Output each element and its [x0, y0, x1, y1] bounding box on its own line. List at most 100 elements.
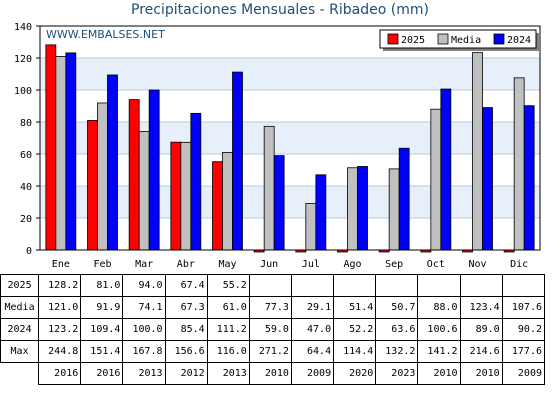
table-cell: 107.6	[501, 296, 546, 319]
table-cell: 177.6	[501, 340, 546, 363]
bar-2024-abr	[190, 112, 202, 251]
x-tick-label: Ago	[343, 259, 361, 270]
bar-2024-ene	[65, 52, 77, 251]
table-cell: 100.0	[122, 318, 166, 341]
table-cell: 63.6	[375, 318, 419, 341]
legend-label-media: Media	[451, 35, 481, 46]
table-cell: 244.8	[38, 340, 82, 363]
row-label: 2024	[0, 318, 40, 341]
x-tick-label: Nov	[468, 259, 486, 270]
y-tick-label: 40	[20, 182, 32, 193]
bar-2025-mar	[128, 99, 140, 251]
table-cell: 2010	[417, 362, 461, 385]
table-cell: 2016	[38, 362, 82, 385]
table-cell: 2010	[459, 362, 503, 385]
table-cell: 128.2	[38, 274, 82, 297]
data-table: 2025 128.2 81.0 94.0 67.4 55.2 Media 121.0 91.9 7…	[0, 274, 546, 385]
background-band	[40, 122, 540, 154]
table-cell: 51.4	[333, 296, 377, 319]
bar-2024-sep	[398, 147, 410, 251]
table-row: 2016 2016 2013 2012 2013 2010 2009 2020 2023 2010…	[0, 362, 546, 385]
y-tick-label: 20	[20, 214, 32, 225]
table-cell: 123.4	[459, 296, 503, 319]
bar-2025-feb	[87, 120, 98, 251]
plot-frame	[39, 25, 541, 251]
table-cell: 94.0	[122, 274, 166, 297]
background-band	[40, 90, 540, 122]
bar-media-feb	[97, 102, 108, 251]
bar-media-ago	[347, 167, 358, 251]
bar-2024-jul	[315, 174, 327, 251]
table-cell: 77.3	[248, 296, 292, 319]
table-cell: 74.1	[122, 296, 166, 319]
table-cell: 61.0	[206, 296, 250, 319]
table-row: Media 121.0 91.9 74.1 67.3 61.0 77.3 29.1 51.4 50…	[0, 296, 546, 319]
bar-2024-mar	[148, 89, 160, 251]
table-cell: 88.0	[417, 296, 461, 319]
bar-media-jul	[305, 203, 317, 251]
x-tick-label: Abr	[177, 259, 195, 270]
y-tick-label: 0	[26, 246, 32, 257]
table-cell: 2023	[375, 362, 419, 385]
table-cell	[290, 274, 335, 297]
bar-2024-nov	[482, 107, 493, 251]
x-tick-label: Feb	[93, 259, 111, 270]
row-label	[0, 362, 40, 385]
bar-2024-oct	[440, 88, 452, 251]
background-band	[40, 154, 540, 186]
table-cell	[417, 274, 461, 297]
table-cell: 2013	[122, 362, 166, 385]
table-cell: 271.2	[248, 340, 292, 363]
table-cell	[501, 274, 546, 297]
table-cell: 85.4	[164, 318, 208, 341]
table-cell: 2009	[501, 362, 546, 385]
table-cell: 123.2	[38, 318, 82, 341]
table-row: 2025 128.2 81.0 94.0 67.4 55.2	[0, 274, 546, 297]
table-cell: 47.0	[290, 318, 335, 341]
table-cell	[248, 274, 292, 297]
table-cell: 109.4	[80, 318, 124, 341]
table-cell	[459, 274, 503, 297]
bar-media-jun	[263, 125, 275, 251]
y-axis-ticks: 0 20 40 60 80 100 120 140	[14, 22, 40, 257]
row-label: Media	[0, 296, 40, 319]
table-cell: 132.2	[375, 340, 419, 363]
table-cell: 141.2	[417, 340, 461, 363]
legend: 2025 Media 2024	[379, 29, 539, 51]
bar-media-mar	[138, 131, 150, 251]
table-cell: 55.2	[206, 274, 250, 297]
table-cell: 2009	[290, 362, 335, 385]
chart-title: Precipitaciones Mensuales - Ribadeo (mm)	[131, 2, 429, 18]
table-cell: 59.0	[248, 318, 292, 341]
bar-2024-dic	[523, 105, 535, 251]
x-tick-label: Sep	[385, 259, 403, 270]
table-cell: 116.0	[206, 340, 250, 363]
table-cell: 90.2	[501, 318, 546, 341]
bar-media-nov	[472, 52, 483, 251]
background-band	[40, 58, 540, 90]
precipitation-bar-chart: WWW.EMBALSES.NET 0 20 40 60 80 100 120 140 Ene F…	[14, 22, 541, 270]
bar-2024-feb	[107, 74, 118, 251]
bar-media-ene	[55, 56, 67, 251]
watermark-text: WWW.EMBALSES.NET	[46, 28, 165, 41]
table-cell: 52.2	[333, 318, 377, 341]
table-cell: 151.4	[80, 340, 124, 363]
y-tick-label: 80	[20, 118, 32, 129]
table-cell: 100.6	[417, 318, 461, 341]
table-cell: 67.4	[164, 274, 208, 297]
table-cell: 167.8	[122, 340, 166, 363]
table-cell: 67.3	[164, 296, 208, 319]
table-cell	[375, 274, 419, 297]
table-cell	[333, 274, 377, 297]
table-cell: 2016	[80, 362, 124, 385]
table-cell: 2012	[164, 362, 208, 385]
row-label: 2025	[0, 274, 40, 297]
x-axis-ticks: Ene Feb Mar Abr May Jun Jul Ago Sep Oct Nov Dic	[52, 259, 528, 270]
table-cell: 64.4	[290, 340, 335, 363]
row-label: Max	[0, 340, 40, 363]
bar-2024-jun	[273, 155, 285, 251]
y-tick-label: 120	[14, 54, 32, 65]
bar-2024-may	[232, 71, 243, 251]
table-cell: 214.6	[459, 340, 503, 363]
table-cell: 121.0	[38, 296, 82, 319]
